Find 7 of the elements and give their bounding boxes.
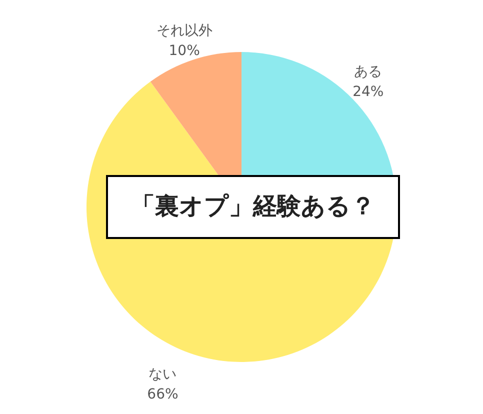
- slice-label: それ以外: [156, 23, 212, 40]
- data-label: 10%: [168, 43, 200, 60]
- text: 「裏オプ」経験ある？: [131, 192, 375, 220]
- slice-label: ない: [148, 366, 177, 382]
- data-label: 24%: [352, 84, 384, 100]
- slice-label: ある: [354, 64, 382, 80]
- data-label: 66%: [147, 386, 178, 402]
